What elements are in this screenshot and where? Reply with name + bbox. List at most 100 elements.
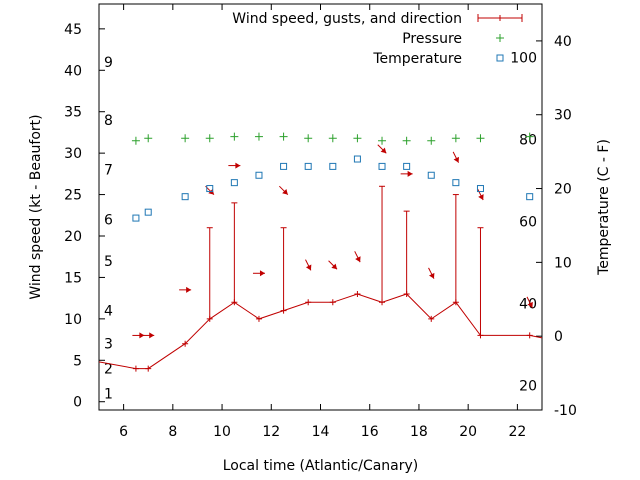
legend-marker xyxy=(496,34,504,42)
temperature-point xyxy=(329,162,337,170)
beaufort-label: 2 xyxy=(104,362,113,378)
wind-direction-arrow xyxy=(400,170,413,177)
fahrenheit-label: 60 xyxy=(519,214,537,230)
pressure-point xyxy=(378,136,387,145)
temperature-point xyxy=(230,179,238,187)
temperature-point xyxy=(452,179,460,187)
temperature-point xyxy=(378,162,386,170)
pressure-point xyxy=(131,136,140,145)
temperature-point xyxy=(403,162,411,170)
wind-arrow-head xyxy=(527,301,533,308)
beaufort-label: 5 xyxy=(104,254,113,270)
x-tick-label: 16 xyxy=(361,424,379,440)
x-tick-label: 6 xyxy=(119,424,128,440)
temperature-point xyxy=(526,193,534,201)
y-left-tick-label: 35 xyxy=(64,105,82,121)
pressure-point xyxy=(328,134,337,143)
series-layer xyxy=(98,132,543,372)
y-right-tick-label: 0 xyxy=(554,329,563,345)
wind-direction-arrow xyxy=(179,286,192,293)
wind-direction-arrow xyxy=(354,251,361,263)
wind-speed-point xyxy=(329,299,336,306)
y-left-tick-label: 20 xyxy=(64,229,82,245)
legend-label: Pressure xyxy=(402,31,462,47)
wind-speed-point xyxy=(182,340,189,347)
wind-direction-arrow xyxy=(428,267,435,279)
beaufort-label: 3 xyxy=(104,337,113,353)
temperature-point xyxy=(280,162,288,170)
y-left-tick-label: 15 xyxy=(64,270,82,286)
y-left-tick-label: 5 xyxy=(73,353,82,369)
temperature-point xyxy=(255,171,263,179)
y-right-tick-label: 40 xyxy=(554,34,572,50)
wind-speed-point xyxy=(255,315,262,322)
x-tick-label: 12 xyxy=(262,424,280,440)
wind-arrow-head xyxy=(478,194,484,200)
fahrenheit-label: 80 xyxy=(519,132,537,148)
temperature-point xyxy=(304,162,312,170)
legend: Wind speed, gusts, and direction Pressure… xyxy=(232,11,523,67)
y-right-tick-label: 30 xyxy=(554,108,572,124)
legend-marker xyxy=(496,54,504,62)
pressure-point xyxy=(254,132,263,141)
wind-arrow-head xyxy=(380,147,387,154)
wind-direction-arrow xyxy=(452,151,460,163)
x-tick-label: 18 xyxy=(410,424,428,440)
pressure-point xyxy=(230,132,239,141)
beaufort-label: 9 xyxy=(104,55,113,71)
pressure-point xyxy=(476,134,485,143)
beaufort-label: 6 xyxy=(104,212,113,228)
x-tick-label: 22 xyxy=(508,424,526,440)
temperature-point xyxy=(206,185,214,193)
wind-direction-arrow xyxy=(252,270,265,277)
temperature-point xyxy=(476,185,484,193)
fahrenheit-label: 100 xyxy=(510,50,537,66)
x-tick-label: 10 xyxy=(213,424,231,440)
pressure-point xyxy=(451,134,460,143)
y-left-tick-label: 45 xyxy=(64,22,82,38)
pressure-point xyxy=(402,136,411,145)
x-tick-label: 20 xyxy=(459,424,477,440)
legend-label: Wind speed, gusts, and direction xyxy=(232,11,462,27)
y-left-tick-label: 40 xyxy=(64,63,82,79)
pressure-point xyxy=(304,134,313,143)
wind-arrow-head xyxy=(305,264,312,271)
wind-arrow-head xyxy=(331,263,338,270)
wind-arrow-head xyxy=(149,332,155,339)
wind-arrow-head xyxy=(259,270,265,277)
wind-direction-arrow xyxy=(278,185,289,196)
wind-speed-point xyxy=(354,291,361,297)
temperature-point xyxy=(427,171,435,179)
wind-arrow-head xyxy=(355,256,361,263)
wind-speed-point xyxy=(145,365,152,372)
pressure-point xyxy=(525,132,534,141)
wind-speed-point xyxy=(132,365,139,372)
wind-arrow-head xyxy=(282,189,288,195)
y-left-tick-label: 30 xyxy=(64,146,82,162)
pressure-point xyxy=(427,136,436,145)
y-left-tick-label: 25 xyxy=(64,188,82,204)
wind-direction-arrow xyxy=(477,188,484,201)
y-left-axis-label: Wind speed (kt - Beaufort) xyxy=(28,114,44,299)
y-left-tick-label: 10 xyxy=(64,312,82,328)
wind-speed-point xyxy=(526,332,533,339)
x-tick-label: 14 xyxy=(312,424,330,440)
pressure-point xyxy=(279,132,288,141)
temperature-point xyxy=(132,214,140,222)
y-right-axis-label: Temperature (C - F) xyxy=(596,139,612,276)
fahrenheit-label: 20 xyxy=(519,378,537,394)
wind-arrow-head xyxy=(429,272,435,279)
pressure-point xyxy=(144,134,153,143)
temperature-point xyxy=(181,193,189,201)
beaufort-label: 4 xyxy=(104,304,113,320)
wind-direction-arrow xyxy=(526,296,533,308)
wind-direction-arrow xyxy=(305,259,312,271)
wind-arrow-head xyxy=(235,162,241,169)
y-left-tick-label: 0 xyxy=(73,395,82,411)
wind-arrow-head xyxy=(139,332,145,339)
wind-arrow-head xyxy=(186,286,192,293)
y-right-tick-label: -10 xyxy=(554,403,577,419)
wind-direction-arrow xyxy=(328,260,338,270)
legend-marker xyxy=(477,14,523,22)
